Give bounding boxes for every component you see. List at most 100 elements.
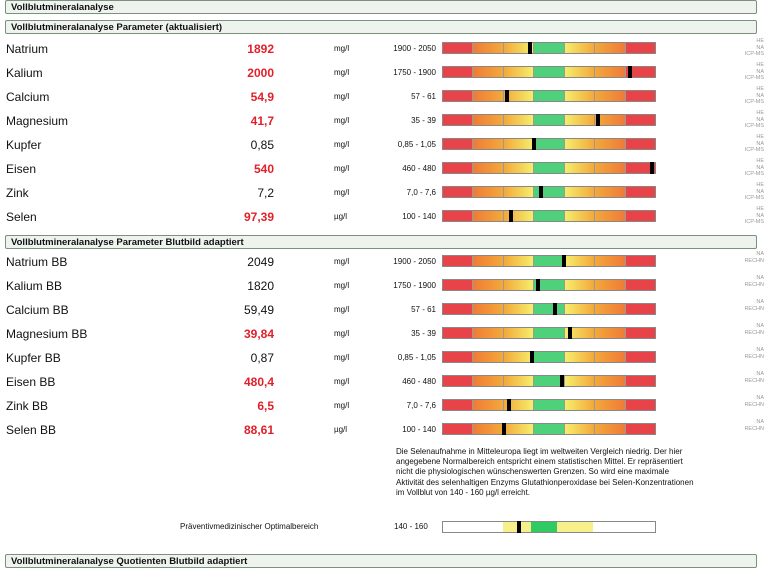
range-bar-segment — [624, 139, 655, 149]
range-bar-segment — [594, 91, 625, 101]
range-bar-segment — [594, 328, 625, 338]
parameter-value: 0,87 — [250, 351, 274, 365]
method-label: NA RECHN — [744, 299, 764, 312]
reference-range: 7,0 - 7,6 — [406, 401, 436, 410]
range-bar-segment — [533, 67, 564, 77]
range-bar-segment — [624, 328, 655, 338]
value-marker — [559, 375, 564, 387]
parameter-name: Magnesium — [6, 114, 69, 128]
range-bar-segment — [472, 139, 503, 149]
range-bar-segment — [563, 187, 595, 197]
parameter-value: 88,61 — [243, 423, 274, 437]
range-bar-segment — [502, 163, 534, 173]
range-bar-segment — [502, 187, 534, 197]
range-bar-segment — [502, 115, 534, 125]
range-bar-segment — [594, 139, 625, 149]
parameter-row: Eisen 540 mg/l 460 - 480 HE NA ICP-MS — [0, 158, 768, 182]
range-bar-segment — [533, 163, 564, 173]
range-bar-segment — [533, 352, 564, 362]
parameter-unit: mg/l — [334, 68, 350, 77]
optimal-range-value: 140 - 160 — [394, 522, 428, 531]
value-marker — [536, 279, 541, 291]
range-bar-segment — [624, 187, 655, 197]
range-bar — [442, 114, 656, 126]
range-bar-segment — [594, 280, 625, 290]
value-marker — [504, 90, 509, 102]
parameter-name: Kupfer BB — [6, 351, 61, 365]
range-bar-segment — [502, 328, 534, 338]
range-bar-segment — [594, 304, 625, 314]
range-bar-segment — [533, 187, 564, 197]
value-marker — [530, 351, 535, 363]
value-marker — [527, 42, 532, 54]
range-bar-segment — [563, 43, 595, 53]
parameter-row: Kalium BB 1820 mg/l 1750 - 1900 NA RECHN — [0, 275, 768, 299]
range-bar-segment — [502, 256, 534, 266]
parameter-name: Eisen BB — [6, 375, 56, 389]
reference-range: 1900 - 2050 — [393, 257, 436, 266]
range-bar-segment — [502, 139, 534, 149]
value-marker — [538, 186, 543, 198]
range-bar — [442, 66, 656, 78]
range-bar-segment — [443, 43, 473, 53]
reference-range: 57 - 61 — [411, 92, 436, 101]
range-bar-segment — [443, 163, 473, 173]
parameter-row: Magnesium 41,7 mg/l 35 - 39 HE NA ICP-MS — [0, 110, 768, 134]
parameter-name: Kalium — [6, 66, 43, 80]
range-bar — [442, 423, 656, 435]
range-bar-segment — [502, 280, 534, 290]
method-label: NA RECHN — [744, 347, 764, 360]
section-header: Vollblutmineralanalyse Parameter Blutbil… — [5, 235, 757, 249]
value-marker — [506, 399, 511, 411]
value-marker — [649, 162, 654, 174]
range-bar-segment — [472, 163, 503, 173]
range-bar-segment — [563, 328, 595, 338]
parameter-row: Zink 7,2 mg/l 7,0 - 7,6 HE NA ICP-MS — [0, 182, 768, 206]
parameter-row: Zink BB 6,5 mg/l 7,0 - 7,6 NA RECHN — [0, 395, 768, 419]
parameter-row: Selen 97,39 µg/l 100 - 140 HE NA ICP-MS — [0, 206, 768, 230]
range-bar-segment — [443, 304, 473, 314]
range-bar-segment — [533, 256, 564, 266]
range-bar-segment — [502, 400, 534, 410]
method-label: HE NA ICP-MS — [744, 158, 764, 177]
range-bar — [442, 375, 656, 387]
range-bar-segment — [563, 376, 595, 386]
reference-range: 35 - 39 — [411, 116, 436, 125]
parameter-unit: mg/l — [334, 305, 350, 314]
value-marker — [595, 114, 600, 126]
range-bar-segment — [443, 187, 473, 197]
range-bar-segment — [443, 115, 473, 125]
parameter-row: Selen BB 88,61 µg/l 100 - 140 NA RECHN — [0, 419, 768, 443]
range-bar — [442, 90, 656, 102]
value-marker — [627, 66, 632, 78]
optimal-green-zone — [531, 522, 557, 532]
range-bar-segment — [472, 304, 503, 314]
range-bar-segment — [624, 211, 655, 221]
range-bar-segment — [533, 424, 564, 434]
parameter-value: 39,84 — [243, 327, 274, 341]
reference-range: 0,85 - 1,05 — [397, 353, 436, 362]
parameter-value: 97,39 — [243, 210, 274, 224]
reference-range: 1750 - 1900 — [393, 68, 436, 77]
range-bar — [442, 186, 656, 198]
reference-range: 100 - 140 — [402, 425, 436, 434]
method-label: HE NA ICP-MS — [744, 38, 764, 57]
range-bar-segment — [443, 376, 473, 386]
parameter-value: 59,49 — [243, 303, 274, 317]
reference-range: 1900 - 2050 — [393, 44, 436, 53]
parameter-value: 1820 — [247, 279, 274, 293]
parameter-name: Kupfer — [6, 138, 42, 152]
parameter-value: 54,9 — [250, 90, 274, 104]
range-bar-segment — [443, 256, 473, 266]
parameter-row: Calcium BB 59,49 mg/l 57 - 61 NA RECHN — [0, 299, 768, 323]
range-bar-segment — [594, 163, 625, 173]
range-bar-segment — [624, 352, 655, 362]
range-bar-segment — [472, 400, 503, 410]
range-bar — [442, 138, 656, 150]
parameter-value: 2049 — [247, 255, 274, 269]
range-bar-segment — [563, 256, 595, 266]
range-bar-segment — [563, 304, 595, 314]
parameter-name: Natrium — [6, 42, 49, 56]
range-bar-segment — [472, 256, 503, 266]
parameter-row: Natrium 1892 mg/l 1900 - 2050 HE NA ICP-MS — [0, 38, 768, 62]
